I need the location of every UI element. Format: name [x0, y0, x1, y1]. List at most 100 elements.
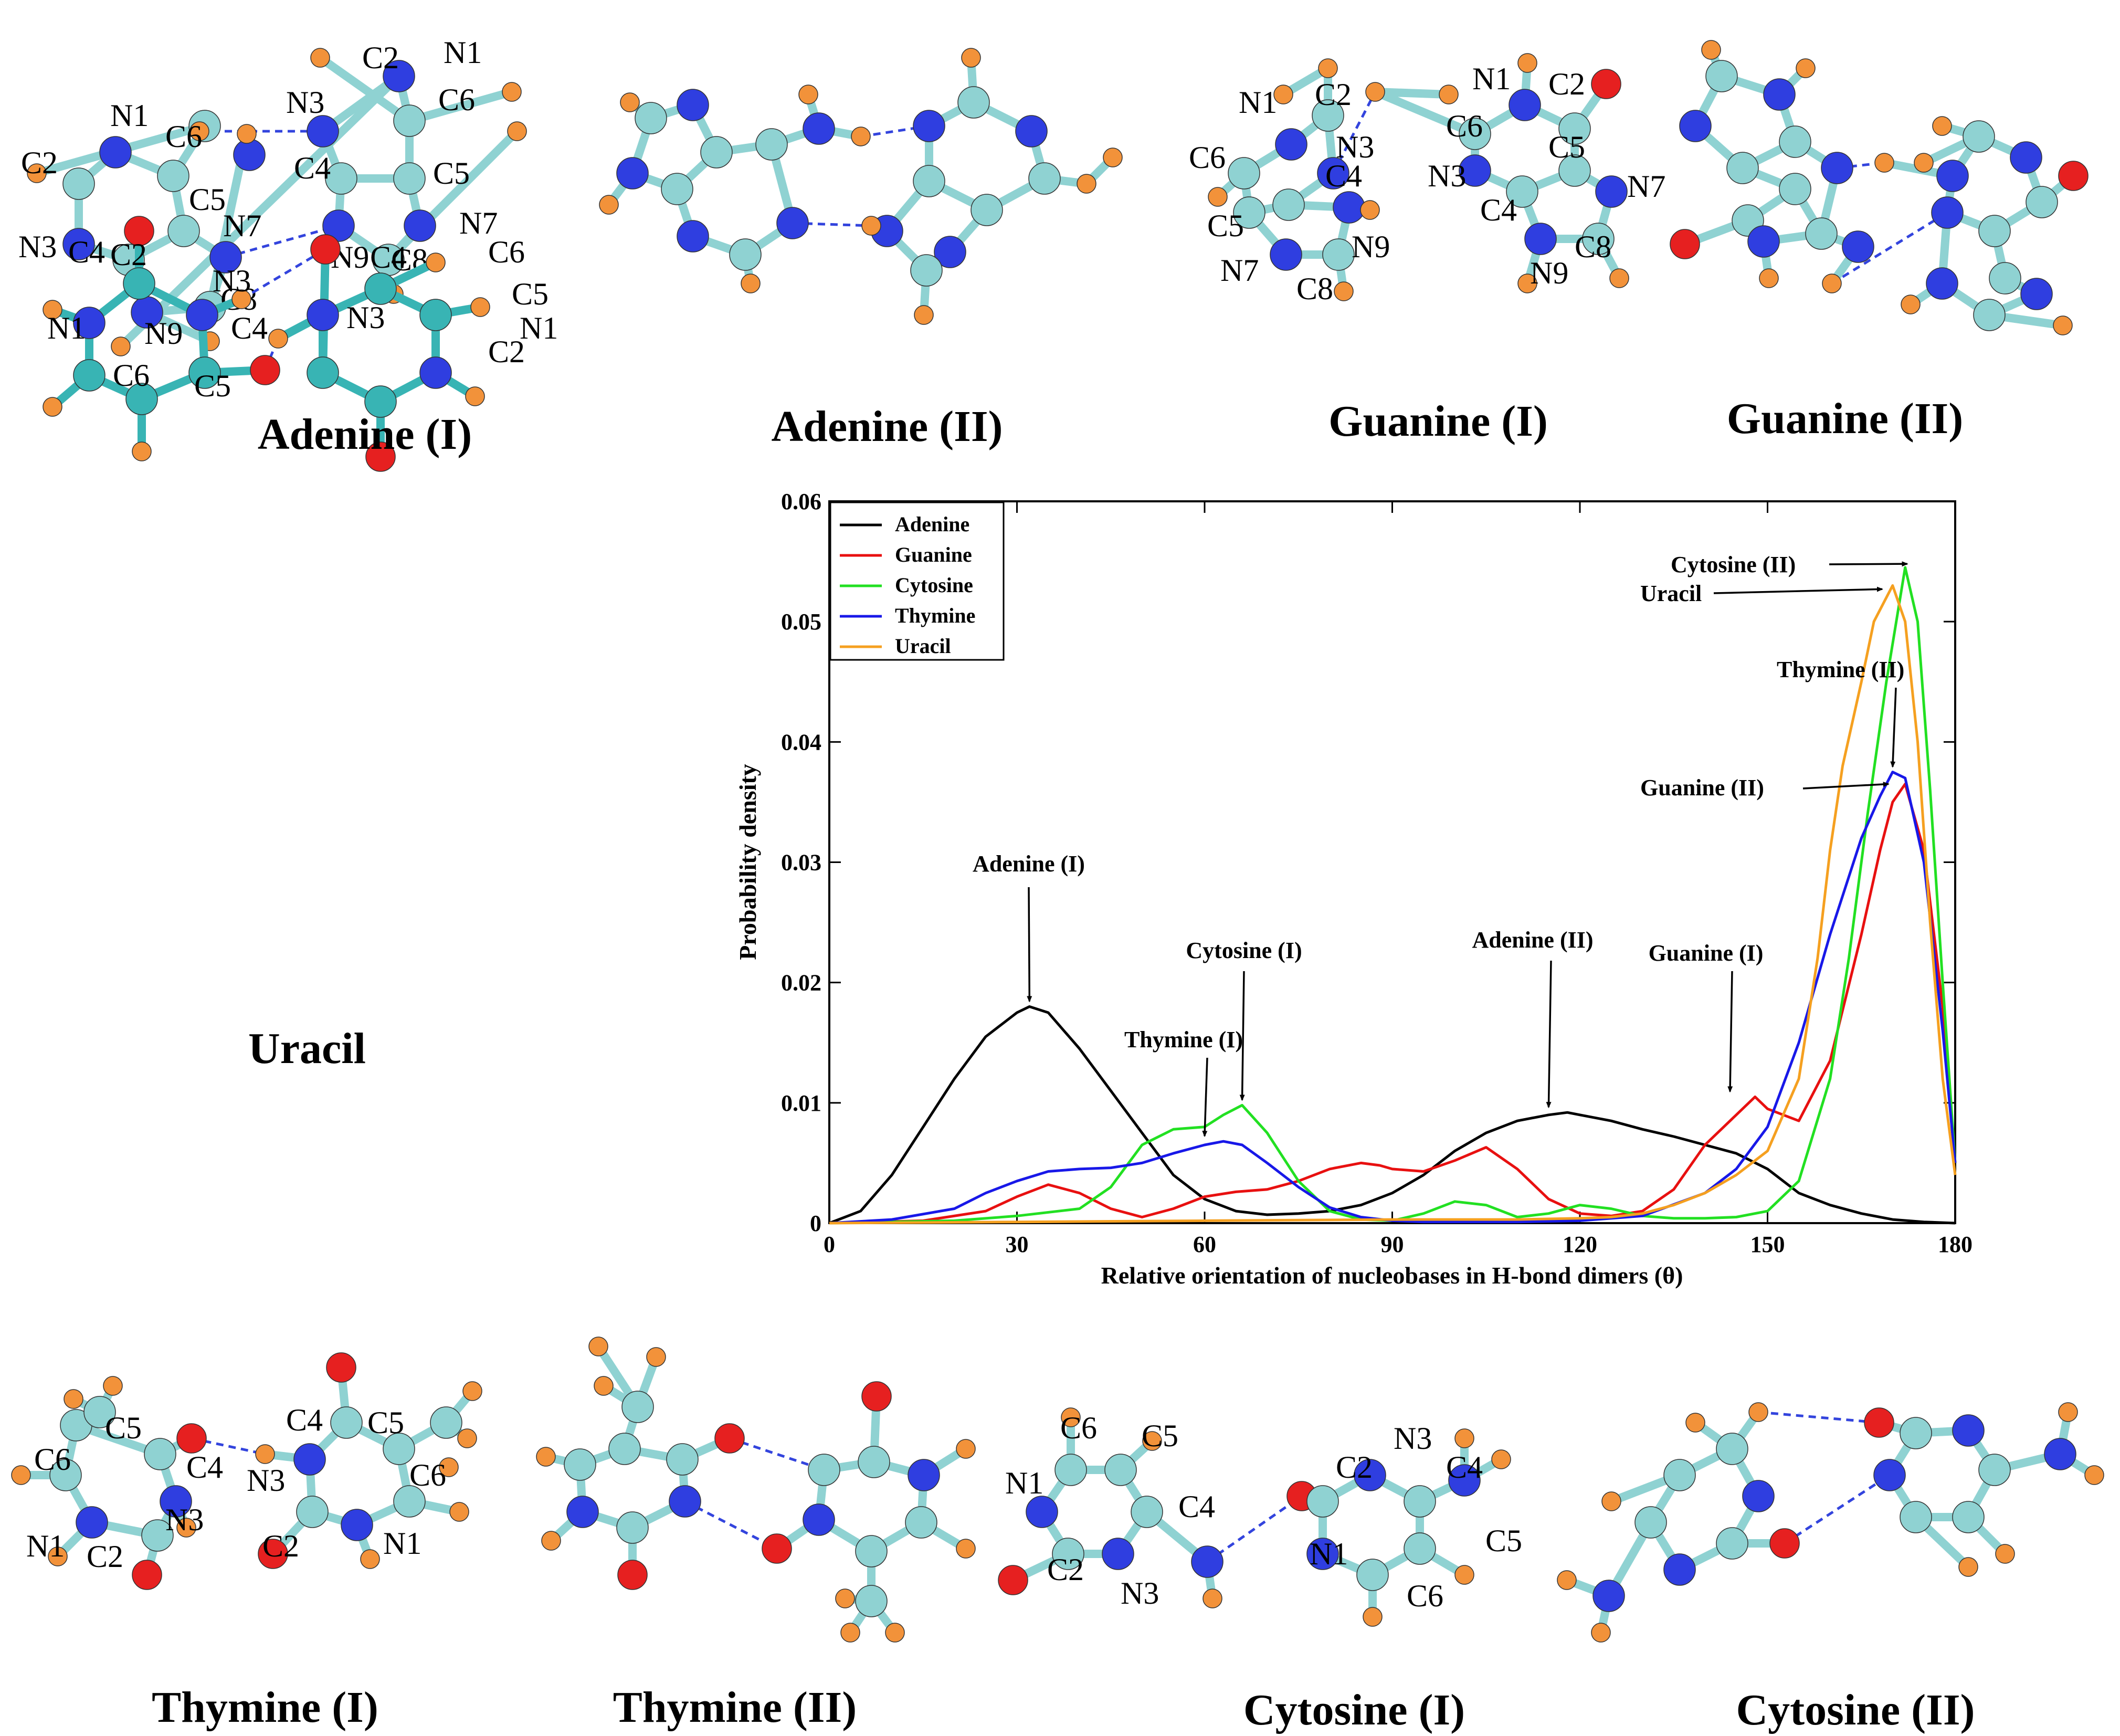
- x-tick-label: 150: [1750, 1232, 1785, 1257]
- series-lines: [829, 566, 1957, 1225]
- carbon-atom: [383, 1433, 415, 1465]
- carbon-atom: [296, 1496, 329, 1528]
- atom-label: N9: [1530, 256, 1568, 290]
- annotation-label: Guanine (II): [1640, 775, 1764, 801]
- hydrogen-atom: [1454, 1565, 1474, 1585]
- atom-label: N3: [213, 264, 251, 298]
- atom-label: N7: [1627, 169, 1665, 204]
- carbon-atom: [393, 104, 426, 137]
- atom-label: N7: [459, 206, 498, 240]
- hydrogen-atom: [861, 216, 881, 236]
- legend-label-thymine: Thymine: [895, 604, 975, 627]
- series-cytosine: [829, 566, 1957, 1225]
- atom-label: N7: [223, 208, 261, 243]
- atom-label: C4: [286, 1403, 323, 1437]
- hydrogen-atom: [43, 397, 62, 417]
- hydrogen-atom: [43, 300, 62, 320]
- carbon-atom: [608, 1433, 641, 1465]
- carbon-atom: [1726, 152, 1759, 184]
- atom-label: C2: [1047, 1552, 1084, 1587]
- nitrogen-atom: [803, 1503, 835, 1536]
- nitrogen-atom: [76, 1506, 108, 1539]
- caption-guanine-2: Guanine (II): [1727, 394, 1963, 443]
- nitrogen-atom: [1952, 1414, 1985, 1447]
- oxygen-atom: [861, 1381, 892, 1412]
- hydrogen-atom: [360, 1549, 380, 1569]
- covalent-bond: [384, 127, 521, 264]
- oxygen-atom: [2058, 161, 2089, 191]
- nitrogen-atom: [1015, 115, 1048, 148]
- hydrogen-atom: [465, 386, 485, 406]
- hydrogen-atom: [1061, 1407, 1081, 1427]
- nitrogen-atom: [73, 307, 106, 339]
- nitrogen-atom: [1592, 1580, 1625, 1612]
- hydrogen-atom: [1103, 148, 1123, 167]
- hydrogen-atom: [1208, 187, 1228, 207]
- atom-label: C4: [1480, 193, 1517, 227]
- hydrogen-bond: [1831, 211, 1948, 285]
- hydrogen-atom: [956, 1539, 976, 1559]
- nitrogen-atom: [186, 299, 218, 331]
- caption-cytosine-1: Cytosine (I): [1243, 1686, 1465, 1734]
- annotation-arrow: [1802, 782, 1890, 790]
- nitrogen-atom: [2010, 141, 2042, 174]
- hydrogen-bond: [225, 224, 339, 259]
- hydrogen-atom: [2058, 1402, 2078, 1422]
- atom-label: C5: [512, 277, 549, 311]
- nitrogen-atom: [803, 112, 835, 145]
- hydrogen-atom: [426, 252, 446, 272]
- carbon-atom: [364, 385, 397, 418]
- carbon-atom: [1356, 1559, 1389, 1591]
- nitrogen-atom: [616, 157, 649, 190]
- nitrogen-atom: [934, 236, 966, 268]
- carbon-atom: [325, 162, 357, 195]
- atom-label: C5: [433, 156, 470, 191]
- atom-label: N3: [165, 1502, 204, 1537]
- hydrogen-atom: [885, 1623, 905, 1643]
- carbon-atom: [125, 383, 158, 415]
- legend-box: [829, 501, 1005, 661]
- covalent-bond: [1371, 88, 1453, 99]
- atom-label: C5: [105, 1411, 142, 1445]
- atom-label: C5: [189, 182, 226, 217]
- annotation-label: Cytosine (I): [1186, 938, 1302, 963]
- carbon-atom: [910, 254, 943, 287]
- nitrogen-atom: [1595, 175, 1628, 208]
- series-thymine: [829, 771, 1957, 1225]
- carbon-atom: [73, 359, 106, 392]
- atom-label: C8: [1296, 271, 1333, 306]
- nitrogen-atom: [1524, 223, 1557, 255]
- oxygen-atom: [258, 1539, 288, 1569]
- nitrogen-atom: [209, 241, 242, 273]
- caption-cytosine-2: Cytosine (II): [1736, 1686, 1975, 1734]
- nitrogen-atom: [341, 1509, 373, 1541]
- hydrogen-atom: [111, 336, 131, 356]
- hydrogen-atom: [1759, 268, 1779, 288]
- carbon-atom: [1978, 1454, 2011, 1486]
- carbon-atom: [2026, 186, 2058, 218]
- carbon-atom: [1054, 1454, 1087, 1486]
- annotation-label: Thymine (I): [1124, 1027, 1243, 1053]
- carbon-atom: [808, 1454, 840, 1486]
- atom-label: C2: [262, 1529, 299, 1563]
- hydrogen-atom: [502, 82, 522, 102]
- carbon-atom: [167, 215, 200, 247]
- carbon-atom: [1663, 1459, 1696, 1491]
- hydrogen-atom: [1318, 58, 1338, 78]
- y-tick-label: 0: [810, 1211, 821, 1236]
- atom-label: C5: [1142, 1418, 1178, 1453]
- nitrogen-atom: [383, 60, 415, 92]
- oxygen-atom: [998, 1565, 1028, 1595]
- atom-label: C4: [68, 235, 105, 269]
- carbon-atom: [621, 1391, 654, 1423]
- carbon-atom: [1272, 188, 1305, 221]
- carbon-atom: [419, 299, 452, 331]
- carbon-atom: [1233, 196, 1265, 229]
- caption-thymine-1: Thymine (I): [152, 1683, 378, 1732]
- caption-adenine-1: Adenine (I): [258, 410, 472, 459]
- oxygen-atom: [310, 234, 341, 265]
- hydrogen-atom: [956, 1439, 976, 1459]
